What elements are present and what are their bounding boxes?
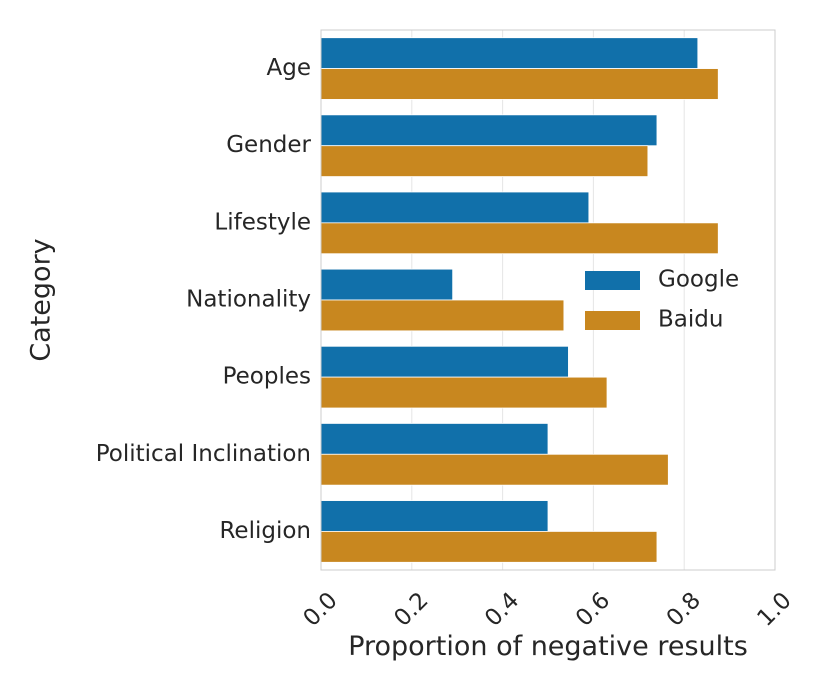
- x-tick-label: 0.6: [571, 588, 615, 632]
- y-tick-label: Gender: [226, 132, 311, 158]
- bar-google-religion: [320, 500, 549, 532]
- y-tick-label: Lifestyle: [214, 209, 311, 235]
- y-tick-labels: Age Gender Lifestyle Nationality Peoples Poli…: [96, 55, 312, 544]
- legend-label-baidu: Baidu: [658, 307, 723, 333]
- bar-google-nationality: [320, 268, 454, 301]
- bar-google-lifestyle: [320, 191, 590, 224]
- bar-google-age: [320, 37, 699, 69]
- bar-baidu-political-inclination: [320, 453, 669, 486]
- legend-swatch-google: [585, 271, 640, 290]
- legend-label-google: Google: [658, 267, 739, 293]
- x-tick-label: 0.2: [389, 588, 433, 632]
- x-tick-label: 1.0: [753, 588, 797, 632]
- bar-google-political-inclination: [320, 423, 549, 455]
- legend: Google Baidu: [585, 267, 739, 333]
- bar-baidu-gender: [320, 145, 649, 177]
- x-tick-label: 0.4: [480, 588, 524, 632]
- bar-baidu-religion: [320, 531, 658, 563]
- y-tick-label: Age: [267, 55, 311, 81]
- y-tick-label: Political Inclination: [96, 441, 311, 467]
- bars: [320, 37, 719, 563]
- bar-baidu-lifestyle: [320, 222, 719, 255]
- y-axis-label: Category: [26, 238, 57, 361]
- bar-baidu-nationality: [320, 299, 565, 332]
- x-tick-labels: 0.0 0.2 0.4 0.6 0.8 1.0: [299, 588, 797, 632]
- legend-swatch-baidu: [585, 311, 640, 330]
- y-tick-label: Religion: [219, 518, 311, 544]
- bar-baidu-peoples: [320, 376, 608, 409]
- bar-google-gender: [320, 114, 658, 147]
- plot-frame: [320, 29, 776, 571]
- y-tick-label: Peoples: [223, 364, 311, 390]
- x-tick-label: 0.8: [662, 588, 706, 632]
- y-tick-label: Nationality: [186, 287, 311, 313]
- bar-google-peoples: [320, 345, 569, 378]
- bar-baidu-age: [320, 68, 719, 100]
- x-tick-label: 0.0: [299, 588, 343, 632]
- x-axis-label: Proportion of negative results: [348, 631, 748, 662]
